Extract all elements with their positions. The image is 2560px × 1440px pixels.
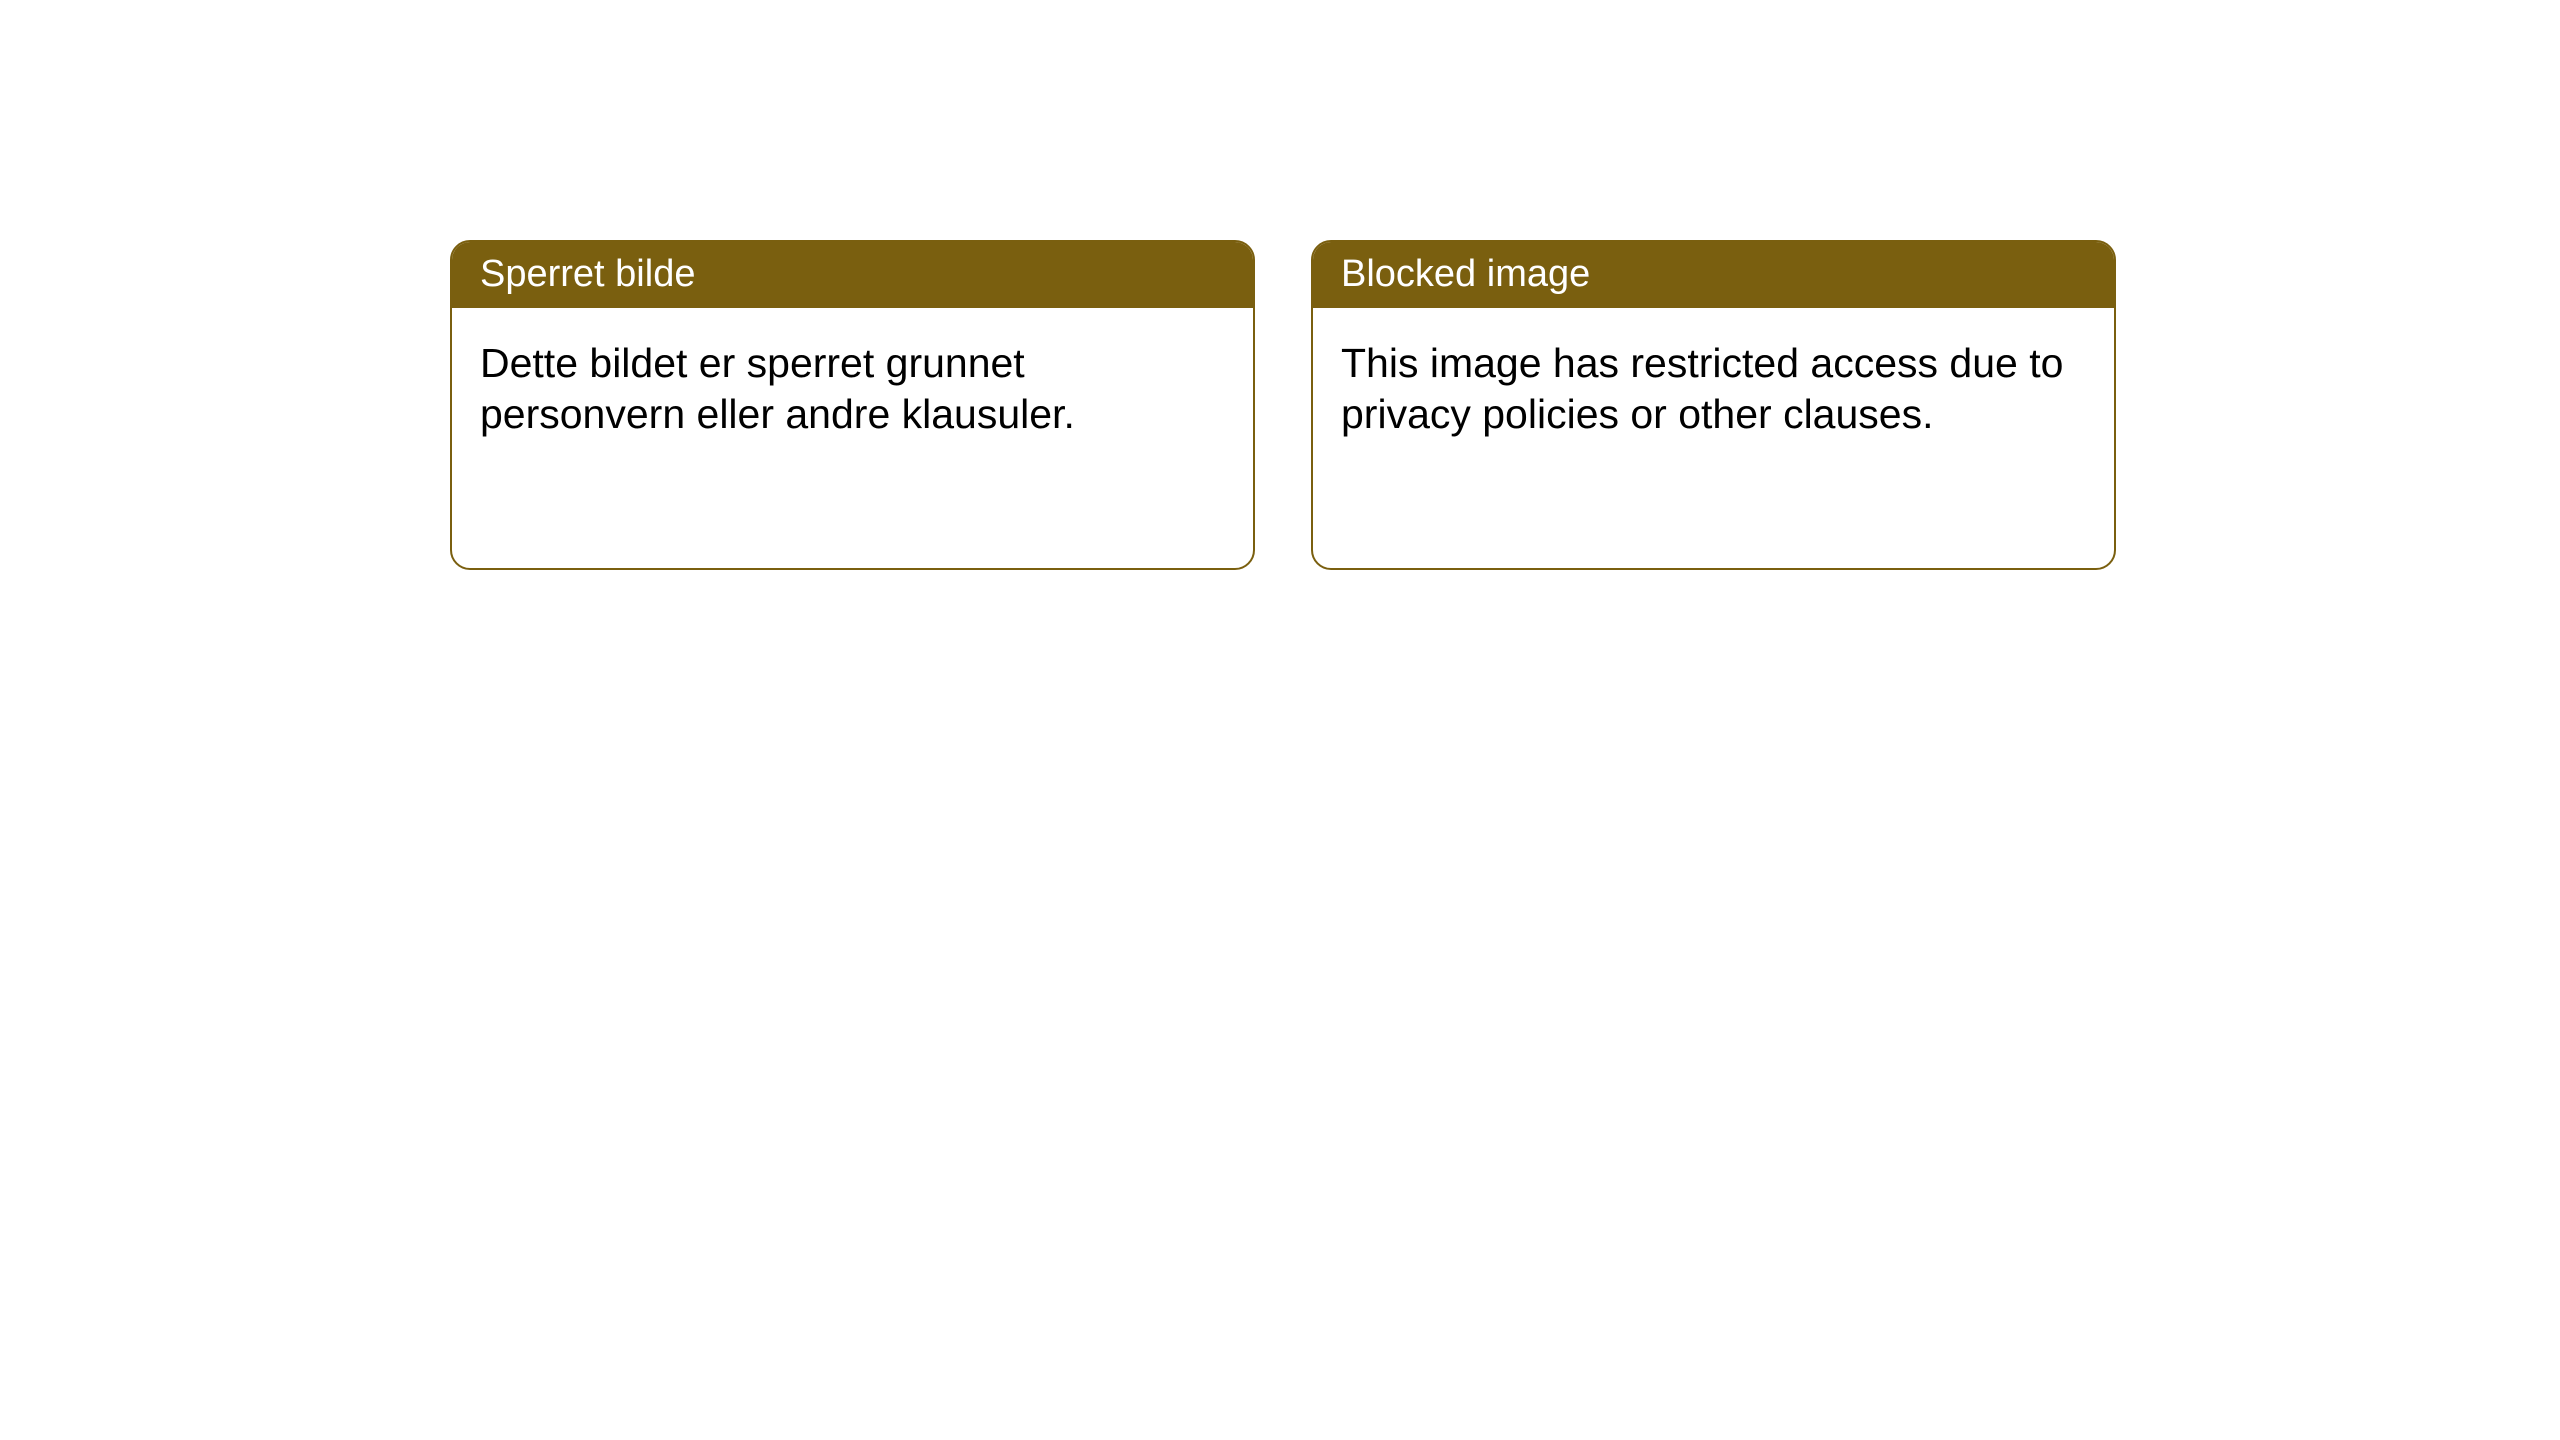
notice-body: This image has restricted access due to … [1313, 308, 2114, 471]
notice-card-norwegian: Sperret bilde Dette bildet er sperret gr… [450, 240, 1255, 570]
notice-title: Sperret bilde [452, 242, 1253, 308]
notice-card-english: Blocked image This image has restricted … [1311, 240, 2116, 570]
notice-container: Sperret bilde Dette bildet er sperret gr… [0, 0, 2560, 570]
notice-body: Dette bildet er sperret grunnet personve… [452, 308, 1253, 471]
notice-title: Blocked image [1313, 242, 2114, 308]
